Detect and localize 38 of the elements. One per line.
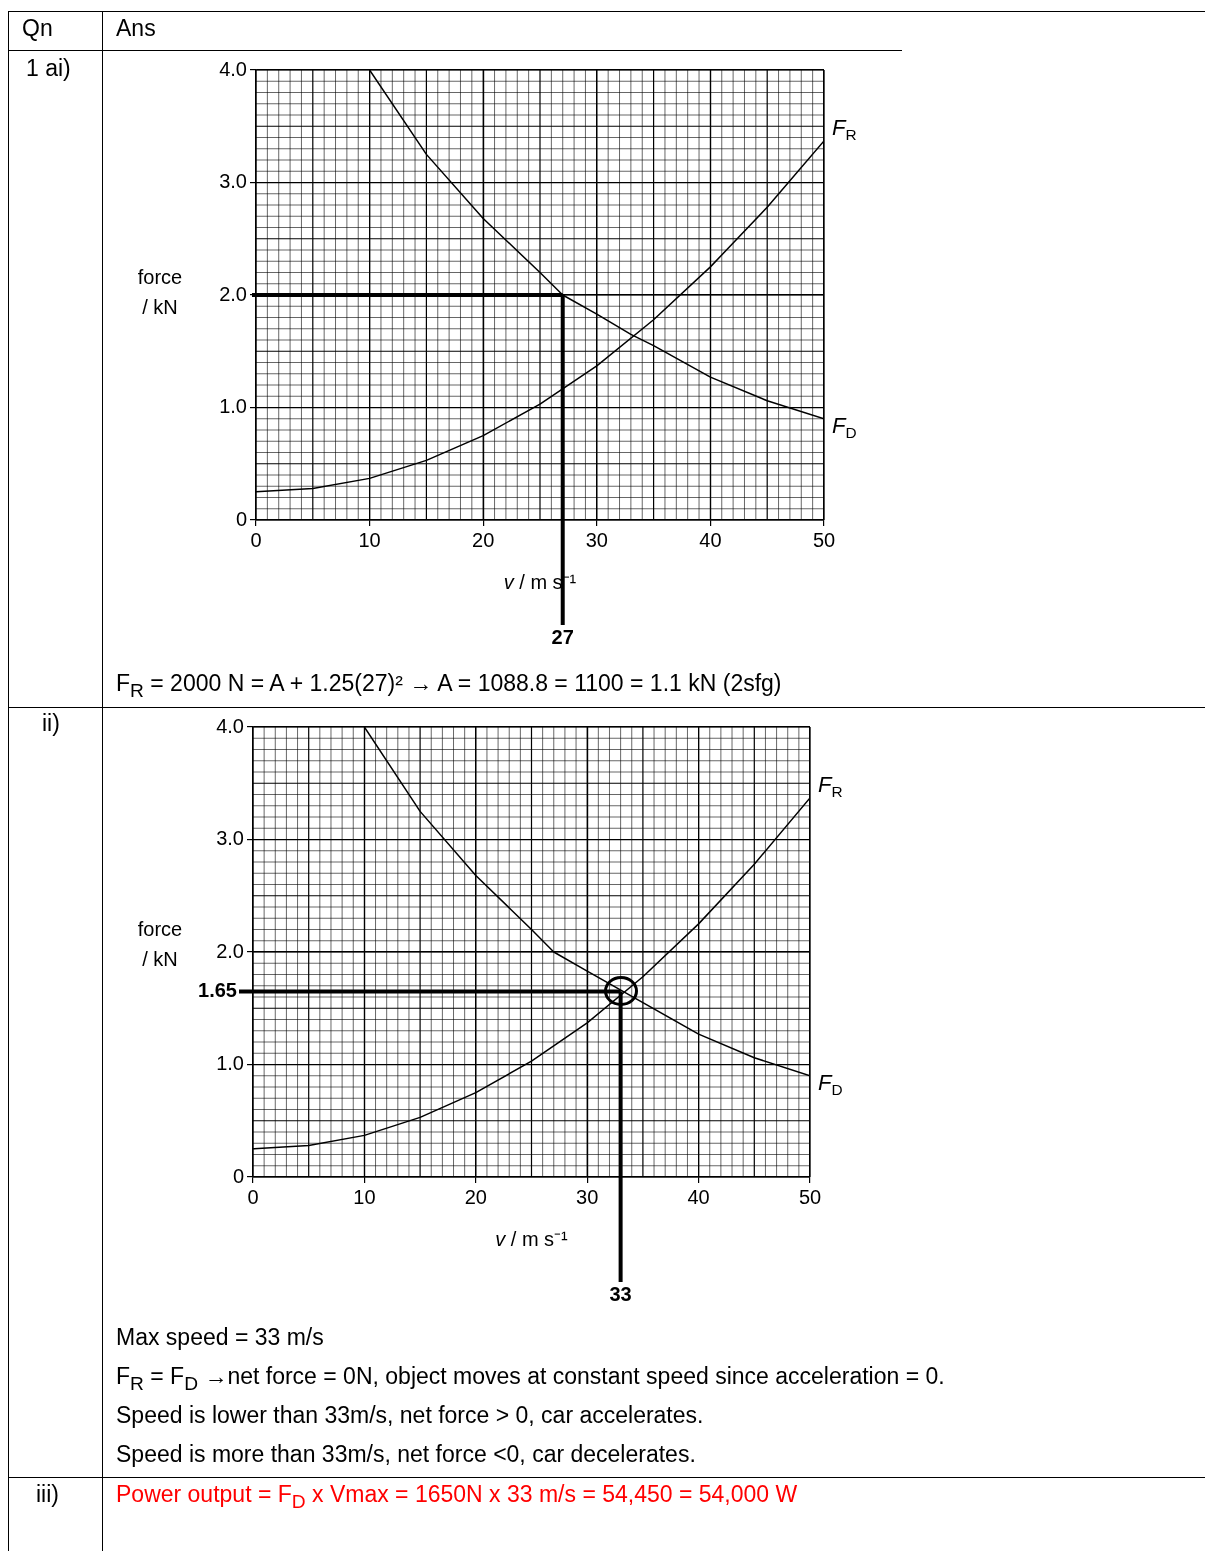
x-tick-label: 20 bbox=[464, 1185, 487, 1208]
y-tick-label: 1.0 bbox=[219, 395, 247, 418]
x-tick-label: 30 bbox=[585, 528, 608, 551]
y-axis-title: force / kN bbox=[137, 265, 183, 318]
ref-line-label: 1.65 bbox=[198, 978, 237, 1001]
x-tick-label: 40 bbox=[699, 528, 722, 551]
y-tick-label: 2.0 bbox=[219, 282, 247, 305]
text: Max speed = 33 m/s bbox=[116, 1323, 324, 1351]
ref-line-label: 33 bbox=[609, 1282, 632, 1305]
x-tick-label: 10 bbox=[353, 1185, 376, 1208]
text: iii) bbox=[36, 1480, 59, 1508]
y-tick-label: 3.0 bbox=[219, 170, 247, 193]
x-tick-label: 20 bbox=[472, 528, 495, 551]
x-tick-label: 50 bbox=[812, 528, 836, 551]
y-tick-label: 3.0 bbox=[216, 827, 244, 850]
text: Speed is more than 33m/s, net force <0, car decelerates. bbox=[116, 1440, 696, 1468]
text: ii) bbox=[42, 709, 60, 737]
text: F$_{R}$ = 2000 N = A + 1.25(27)² → A = 1088.8 = 1100 = 1.1 kN (2sfg) bbox=[116, 669, 782, 703]
y-tick-label: 1.0 bbox=[216, 1052, 244, 1075]
ref-line-label: 27 bbox=[551, 625, 574, 648]
text: Qn bbox=[22, 14, 53, 42]
y-tick-label: 4.0 bbox=[219, 57, 247, 80]
y-tick-label: 4.0 bbox=[216, 714, 244, 737]
x-tick-label: 40 bbox=[687, 1185, 710, 1208]
x-axis-title: v / m s⁻¹ bbox=[495, 1227, 569, 1250]
text: Ans bbox=[116, 14, 156, 42]
x-tick-label: 10 bbox=[358, 528, 381, 551]
x-tick-label: 0 bbox=[250, 528, 262, 551]
y-axis-title: force / kN bbox=[137, 917, 183, 970]
y-tick-label: 0 bbox=[235, 507, 247, 530]
x-tick-label: 30 bbox=[576, 1185, 599, 1208]
text: Speed is lower than 33m/s, net force > 0, car accelerates. bbox=[116, 1401, 704, 1429]
x-tick-label: 50 bbox=[798, 1185, 822, 1208]
text: Power output = F$_{D}$ x Vmax = 1650N x 33 m/s = 54,450 = 54,000 W bbox=[116, 1480, 798, 1514]
y-tick-label: 2.0 bbox=[216, 939, 244, 962]
y-tick-label: 0 bbox=[232, 1164, 244, 1187]
text: 1 ai) bbox=[26, 54, 71, 82]
text: F$_{R}$ = F$_{D}$ →net force = 0N, object moves at constant speed since acceleration = 0. bbox=[116, 1362, 945, 1396]
